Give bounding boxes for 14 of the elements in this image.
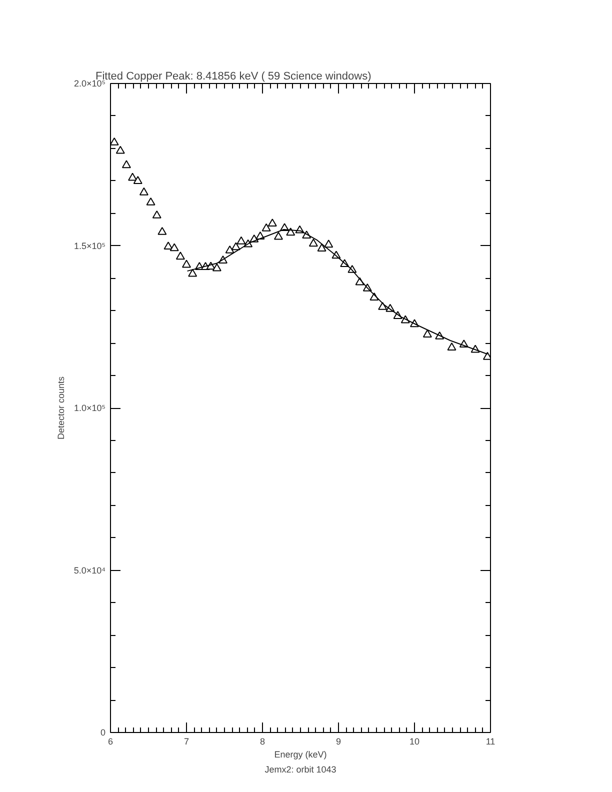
y-axis-title: Detector counts bbox=[56, 376, 66, 440]
x-tick-label: 9 bbox=[336, 736, 342, 746]
y-tick-label: 0 bbox=[100, 728, 106, 738]
x-tick-label: 8 bbox=[260, 736, 266, 746]
text: Jemx2: orbit 1043 bbox=[264, 764, 336, 774]
y-tick-label: 5.0×10⁴ bbox=[74, 565, 106, 576]
y-tick-label: 1.0×10⁵ bbox=[74, 403, 106, 413]
x-axis-title: Energy (keV) bbox=[274, 750, 327, 760]
x-tick-label: 7 bbox=[184, 736, 190, 746]
y-tick-label: 1.5×10⁵ bbox=[74, 240, 106, 251]
y-tick-label: 2.0×10⁵ bbox=[74, 78, 106, 88]
x-tick-label: 10 bbox=[409, 736, 420, 746]
x-tick-label: 11 bbox=[486, 736, 496, 746]
x-tick-label: 6 bbox=[108, 736, 114, 746]
